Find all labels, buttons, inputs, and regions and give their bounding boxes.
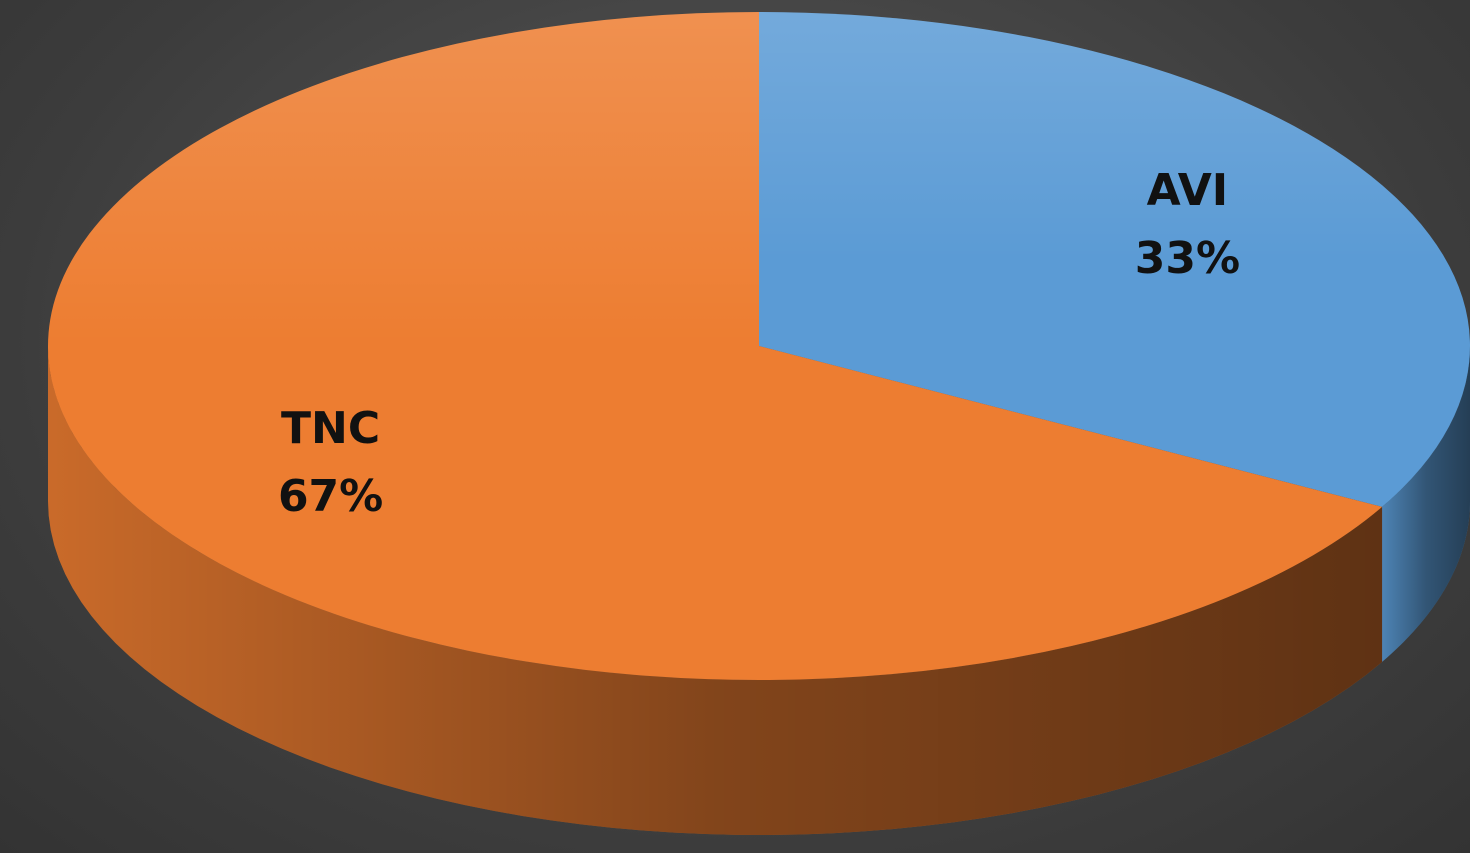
value-label: 33% [1135,233,1240,284]
pie-side-shade [48,346,1383,835]
pie-side-shade [1382,346,1470,662]
pie-sides [48,346,1470,835]
category-label: TNC [281,403,380,454]
pie-slice-gloss [48,12,1383,680]
value-label: 67% [278,471,383,522]
labels: AVI 33% TNC 67% [278,165,1240,522]
pie-tops [48,12,1470,680]
pie-slice-gloss [759,12,1470,507]
category-label: AVI [1147,165,1229,216]
